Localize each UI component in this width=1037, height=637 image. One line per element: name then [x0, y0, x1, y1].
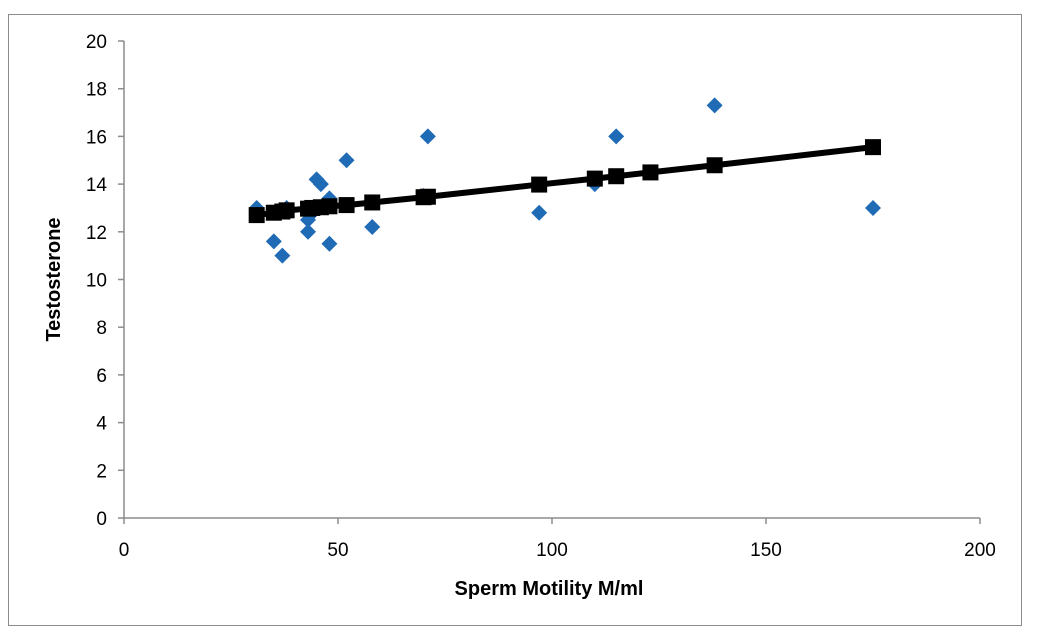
- y-tick-label: 14: [86, 175, 108, 196]
- data-point-diamond: [321, 235, 338, 252]
- data-point-diamond: [531, 204, 548, 221]
- x-tick-label: 0: [119, 540, 130, 561]
- y-axis-title: Testosterone: [43, 217, 65, 341]
- y-tick-label: 20: [86, 32, 107, 53]
- y-tick-label: 0: [96, 509, 107, 530]
- x-tick-label: 150: [750, 540, 782, 561]
- fit-point-square: [531, 176, 548, 193]
- fit-point-square: [248, 207, 265, 224]
- series-fitted: [248, 139, 881, 224]
- fit-point-square: [642, 164, 659, 181]
- fit-point-square: [706, 157, 723, 174]
- x-tick-label: 100: [536, 540, 568, 561]
- data-point-diamond: [865, 199, 881, 216]
- fit-point-square: [278, 202, 295, 219]
- data-point-diamond: [338, 152, 355, 169]
- data-point-diamond: [274, 247, 291, 264]
- data-point-diamond: [608, 128, 625, 145]
- data-point-diamond: [364, 219, 381, 236]
- fit-point-square: [586, 170, 603, 187]
- fit-point-square: [338, 197, 355, 214]
- data-point-diamond: [706, 97, 723, 114]
- data-point-diamond: [300, 223, 317, 240]
- fit-point-square: [321, 198, 338, 215]
- x-tick-label: 50: [327, 540, 348, 561]
- y-tick-label: 16: [86, 127, 107, 148]
- y-tick-label: 6: [96, 366, 107, 387]
- y-tick-label: 8: [96, 318, 107, 339]
- fit-point-square: [419, 188, 436, 205]
- y-tick-label: 10: [86, 271, 107, 292]
- data-point-diamond: [265, 233, 282, 250]
- y-tick-label: 2: [96, 461, 107, 482]
- data-point-diamond: [312, 176, 329, 193]
- fit-point-square: [865, 139, 881, 156]
- fit-point-square: [364, 194, 381, 211]
- x-tick-label: 200: [964, 540, 996, 561]
- y-tick-label: 12: [86, 223, 107, 244]
- x-axis-title: Sperm Motility M/ml: [455, 578, 644, 600]
- y-tick-label: 18: [86, 80, 107, 101]
- chart-frame: [8, 14, 1022, 626]
- fit-point-square: [608, 168, 625, 185]
- y-tick-label: 4: [96, 414, 107, 435]
- data-point-diamond: [419, 128, 436, 145]
